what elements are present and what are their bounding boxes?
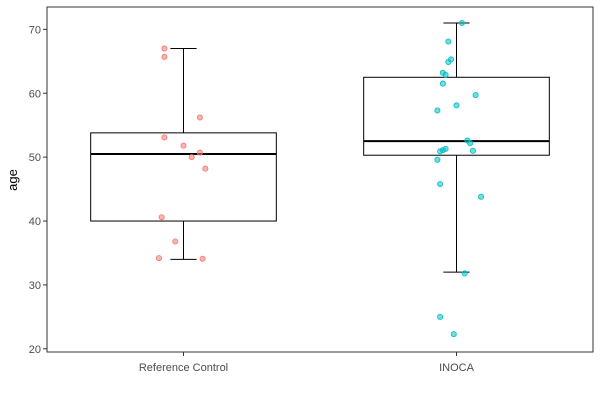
data-point [453,102,460,109]
data-point [196,114,203,121]
data-point [188,154,195,161]
data-point [180,142,187,149]
data-point [437,148,444,155]
data-point [202,165,209,172]
data-point [467,140,474,147]
data-point [445,58,452,65]
data-point [439,80,446,87]
data-point [161,45,168,52]
data-point [442,71,449,78]
data-point [469,147,476,154]
y-tick-label: 40 [29,216,41,228]
data-point [161,134,168,141]
y-tick-label: 20 [29,344,41,356]
data-point [458,19,465,26]
data-point [445,38,452,45]
x-tick-label: INOCA [439,362,475,374]
y-tick-label: 30 [29,280,41,292]
data-point [472,92,479,99]
iqr-box [363,76,550,156]
data-point [158,214,165,221]
x-tick-label: Reference Control [139,362,228,374]
box-1 [363,22,550,273]
data-point [172,238,179,245]
data-point [478,193,485,200]
data-point [434,156,441,163]
box-0 [90,48,277,260]
data-point [450,331,457,338]
data-point [199,255,206,262]
data-point [196,149,203,156]
y-tick-label: 70 [29,24,41,36]
data-point [161,53,168,60]
y-axis-title: age [5,169,20,191]
data-point [434,107,441,114]
data-point [437,180,444,187]
data-point [461,270,468,277]
y-tick-label: 60 [29,88,41,100]
y-tick-label: 50 [29,152,41,164]
data-point [155,255,162,262]
data-point [437,313,444,320]
